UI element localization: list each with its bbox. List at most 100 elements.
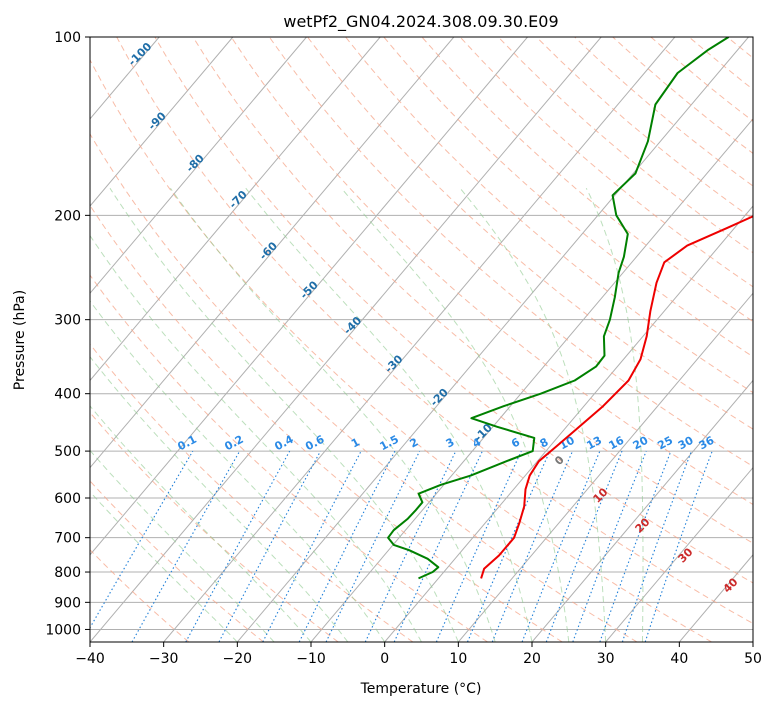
dry-adiabat-line	[90, 274, 488, 642]
y-tick-label-9: 1000	[45, 622, 81, 638]
mixing-ratio-label-4: 1	[349, 435, 362, 450]
dry-adiabat-line	[726, 37, 753, 59]
mixing-ratio-label-1: 0.2	[222, 433, 245, 454]
mixing-ratio-line-1	[131, 450, 241, 642]
y-tick-label-0: 100	[54, 30, 81, 46]
mixing-ratio-line-11	[491, 450, 574, 642]
x-tick-label-9: 50	[744, 651, 762, 667]
isotherm-label-0: -100	[126, 40, 155, 69]
dry-adiabat-line	[536, 37, 753, 220]
mixing-ratio-line-0	[90, 450, 194, 629]
dry-adiabat-line	[90, 549, 190, 642]
mixing-ratio-label-15: 25	[655, 434, 675, 453]
x-axis: −40 −30 −20 −10 0 10 20 30 40 50	[75, 642, 762, 667]
plot-frame	[89, 36, 754, 643]
moist-adiabat-line	[341, 187, 570, 642]
dry-adiabat-line	[650, 37, 753, 122]
mixing-ratio-label-11: 10	[557, 434, 577, 453]
isotherm-line	[384, 205, 753, 642]
isotherm-line	[90, 37, 455, 469]
isotherm-line	[90, 37, 381, 382]
dry-adiabat-line	[459, 37, 753, 288]
y-axis: 100 200 300 400 500 600 700 800 900 1000	[45, 30, 90, 638]
x-tick-label-6: 20	[523, 651, 541, 667]
mixing-ratio-line-5	[298, 450, 396, 642]
moist-adiabat-line	[90, 300, 386, 642]
y-tick-label-2: 300	[54, 313, 81, 329]
x-tick-label-2: −20	[223, 651, 253, 667]
x-tick-label-0: −40	[75, 651, 105, 667]
dry-adiabat-line	[307, 37, 753, 430]
chart-title: wetPf2_GN04.2024.308.09.30.E09	[283, 12, 558, 32]
isotherm-label-6: -40	[341, 314, 364, 337]
y-tick-label-8: 900	[54, 595, 81, 611]
dewpoint-profile-line	[387, 37, 730, 580]
moist-adiabat-line	[90, 234, 422, 642]
mixing-ratio-label-3: 0.6	[303, 433, 327, 454]
dry-adiabat-line	[230, 37, 753, 505]
isotherm-line	[90, 37, 234, 207]
isotherm-line	[90, 37, 528, 556]
isotherm-line	[90, 37, 602, 642]
moist-adiabat-line	[585, 187, 644, 642]
mixing-ratio-label-7: 3	[444, 435, 457, 450]
dry-adiabat-line	[497, 37, 753, 254]
dry-adiabat-line	[192, 37, 753, 544]
y-tick-label-1: 200	[54, 208, 81, 224]
dry-adiabat-line	[90, 480, 264, 642]
mixing-ratio-line-10	[466, 450, 551, 642]
mixing-ratio-label-9: 6	[509, 435, 522, 450]
mixing-ratio-line-2	[185, 450, 291, 642]
isotherm-label-8: -20	[428, 386, 451, 409]
isotherm-line	[457, 292, 753, 642]
isotherm-line	[310, 118, 753, 642]
dry-adiabat-line	[612, 37, 753, 155]
dry-adiabat-line	[765, 37, 775, 642]
isotherm-label-2: -80	[184, 151, 207, 174]
mixing-ratio-line-9	[435, 450, 522, 642]
isotherm-line	[0, 37, 12, 642]
mixing-ratio-line-13	[545, 450, 623, 642]
mixing-ratio-line-17	[644, 450, 713, 642]
x-tick-label-7: 30	[597, 651, 615, 667]
dry-adiabat-line	[383, 37, 753, 358]
y-tick-label-6: 700	[54, 531, 81, 547]
dry-adiabat-line	[90, 204, 563, 642]
x-tick-label-4: 0	[380, 651, 389, 667]
profile-series	[387, 37, 753, 580]
moist-adiabat-line	[90, 449, 275, 642]
mixing-ratio-line-3	[218, 450, 321, 642]
x-axis-title: Temperature (°C)	[360, 681, 482, 697]
moist-adiabat-line	[245, 187, 533, 642]
mixing-ratio-label-6: 2	[408, 435, 421, 450]
mixing-ratio-line-4	[262, 450, 362, 642]
moist-adiabat-label-4: 40	[721, 575, 741, 595]
x-tick-label-8: 40	[670, 651, 688, 667]
mixing-ratio-line-8	[393, 450, 483, 642]
dry-adiabat-line	[90, 132, 638, 642]
dry-adiabat-line	[90, 58, 712, 642]
isotherm-line	[90, 37, 307, 295]
moist-adiabat-label-3: 30	[676, 545, 696, 565]
isotherm-label-1: -90	[146, 109, 169, 132]
mixing-ratio-label-17: 36	[697, 434, 717, 453]
mixing-ratio-line-15	[599, 450, 672, 642]
mixing-ratio-line-12	[521, 450, 601, 642]
isotherm-label-4: -60	[257, 239, 280, 262]
mixing-ratio-label-14: 20	[631, 434, 651, 453]
y-tick-label-7: 800	[54, 565, 81, 581]
dry-adiabat-line	[116, 37, 753, 625]
mixing-ratio-label-13: 16	[607, 434, 627, 453]
mixing-ratio-line-16	[621, 450, 692, 642]
background-lines	[0, 37, 775, 642]
x-tick-label-5: 10	[449, 651, 467, 667]
y-tick-label-5: 600	[54, 491, 81, 507]
x-tick-label-1: −30	[149, 651, 179, 667]
moist-adiabat-line	[90, 405, 312, 642]
mixing-ratio-label-12: 13	[584, 434, 604, 453]
moist-adiabat-line	[169, 187, 496, 642]
isotherm-line	[605, 466, 753, 642]
isotherm-line	[531, 379, 753, 642]
moist-adiabat-label-0: 0	[552, 453, 567, 468]
